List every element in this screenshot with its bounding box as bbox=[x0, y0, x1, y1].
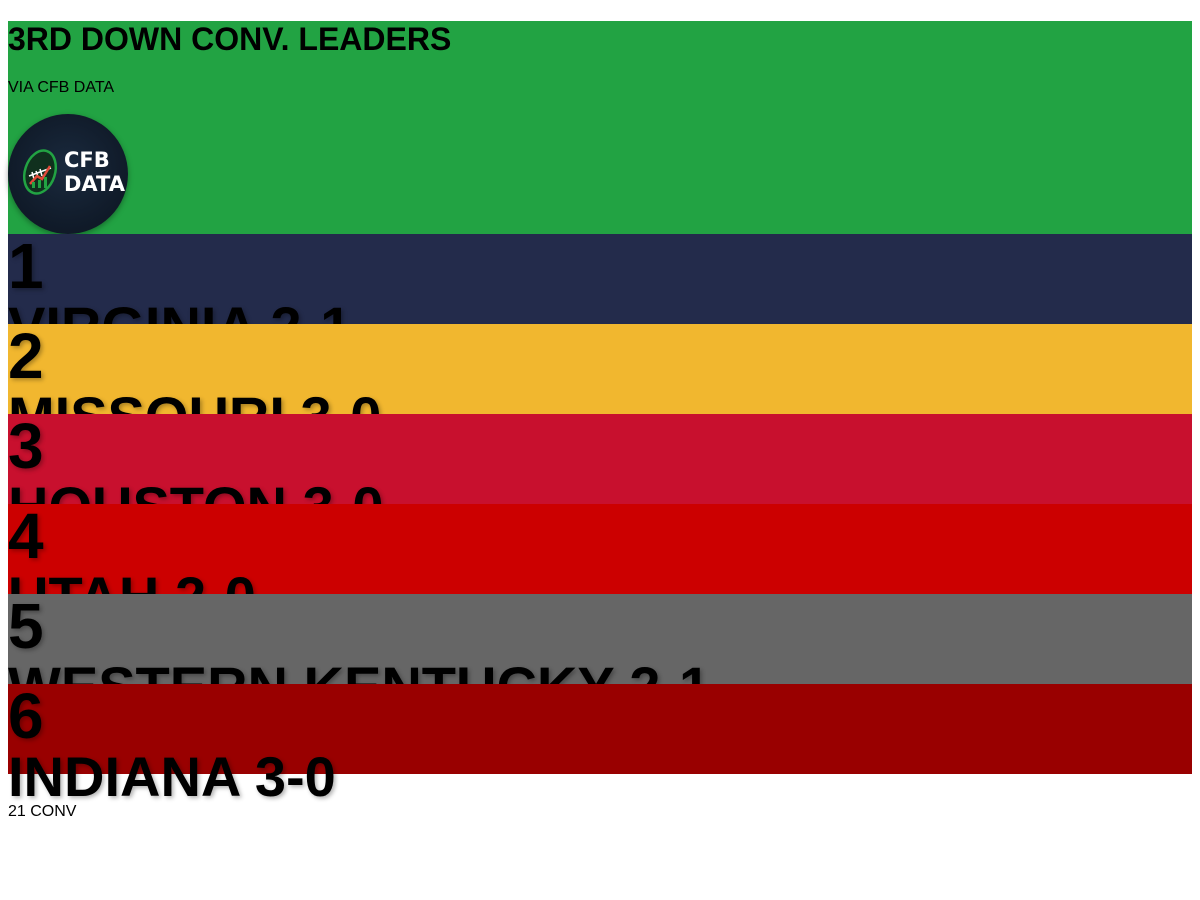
rank-number: 3 bbox=[8, 410, 44, 482]
conversions-count: 21 CONV bbox=[8, 803, 77, 820]
leader-row: 3 HOUSTON 3-0 26 CONV bbox=[8, 410, 1192, 550]
team-name: INDIANA bbox=[8, 745, 240, 808]
cfb-data-logo: CFB DATA bbox=[8, 114, 128, 234]
leader-row: 1 VIRGINIA 2-1 31 CONV bbox=[8, 230, 1192, 370]
team-record-value: 3-0 bbox=[254, 745, 336, 808]
source-credit: VIA CFB DATA bbox=[8, 79, 115, 96]
team-record: INDIANA 3-0 bbox=[8, 748, 336, 806]
rank-number: 4 bbox=[8, 500, 44, 572]
logo-text: CFB DATA bbox=[64, 148, 126, 196]
leader-row: 5 WESTERN KENTUCKY 2-1 23 CONV bbox=[8, 590, 1192, 730]
rank-number: 2 bbox=[8, 320, 44, 392]
rank-number: 6 bbox=[8, 680, 44, 752]
page-title: 3RD DOWN CONV. LEADERS bbox=[8, 21, 452, 57]
rank-number: 5 bbox=[8, 590, 44, 662]
football-chart-icon bbox=[22, 149, 58, 195]
leader-row: 6 INDIANA 3-0 21 CONV bbox=[8, 680, 1192, 820]
header-banner: 3RD DOWN CONV. LEADERS VIA CFB DATA CFB … bbox=[8, 21, 1192, 234]
leaderboard-graphic: 3RD DOWN CONV. LEADERS VIA CFB DATA CFB … bbox=[8, 21, 1192, 820]
rank-number: 1 bbox=[8, 230, 44, 302]
leader-list: 1 VIRGINIA 2-1 31 CONV 2 MISSOURI 3-0 28… bbox=[8, 230, 1192, 820]
leader-row: 4 UTAH 2-0 24 CONV bbox=[8, 500, 1192, 640]
leader-row: 2 MISSOURI 3-0 28 CONV bbox=[8, 320, 1192, 460]
